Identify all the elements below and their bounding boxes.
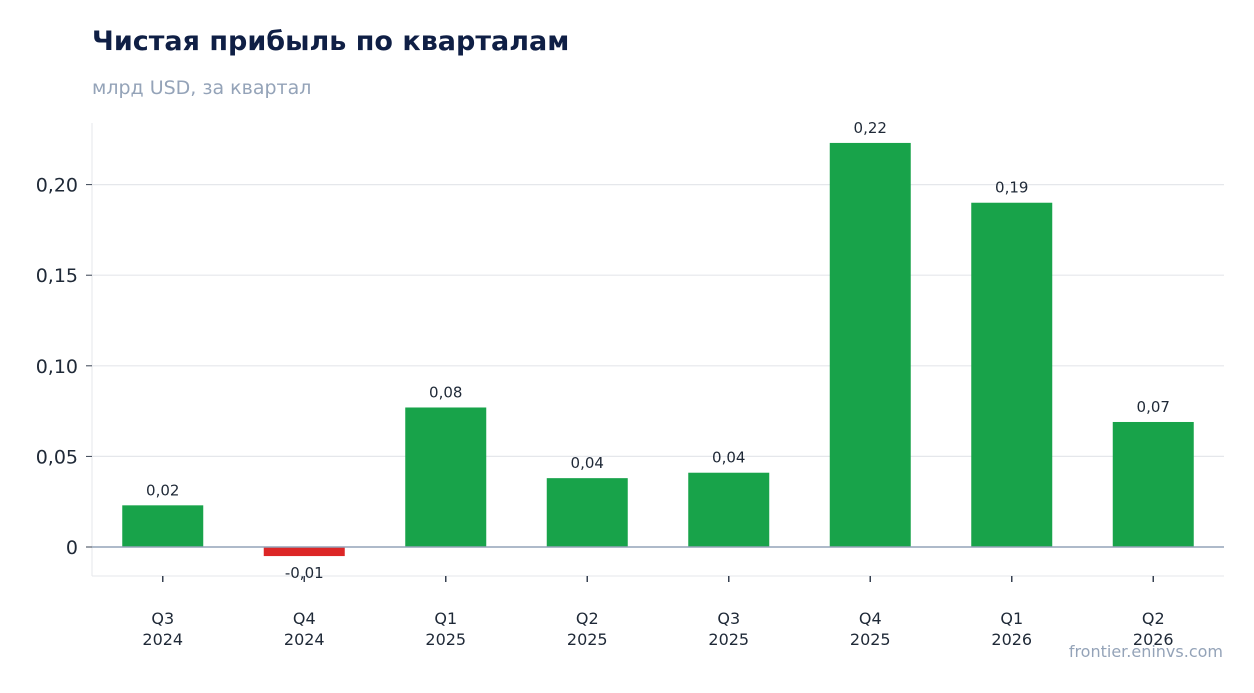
- bar: [546, 478, 628, 548]
- x-tick-label-quarter: Q2: [576, 609, 599, 628]
- bar: [688, 472, 770, 548]
- x-tick-label-year: 2026: [1133, 630, 1174, 649]
- bar: [263, 547, 345, 557]
- x-tick-label-year: 2025: [425, 630, 466, 649]
- x-tick-label-year: 2024: [142, 630, 183, 649]
- chart-subtitle: млрд USD, за квартал: [92, 77, 312, 99]
- y-tick-label: 0,10: [36, 356, 78, 378]
- y-tick-label: 0: [66, 537, 78, 559]
- x-tick-label-quarter: Q3: [151, 609, 174, 628]
- data-label: 0,02: [146, 481, 179, 499]
- x-tick-label-year: 2025: [567, 630, 608, 649]
- bar: [829, 142, 911, 548]
- x-tick-label-year: 2025: [708, 630, 749, 649]
- y-tick-label: 0,20: [36, 175, 78, 197]
- y-tick-label: 0,15: [36, 265, 78, 287]
- bar: [122, 505, 204, 548]
- x-tick-label-year: 2024: [284, 630, 325, 649]
- bar: [405, 407, 487, 548]
- watermark: frontier.eninvs.com: [1068, 642, 1223, 661]
- x-tick-label-year: 2026: [991, 630, 1032, 649]
- y-tick-label: 0,05: [36, 446, 78, 468]
- x-tick-label-year: 2025: [850, 630, 891, 649]
- x-tick-label-quarter: Q1: [1000, 609, 1023, 628]
- x-tick-label-quarter: Q1: [434, 609, 457, 628]
- data-label: -0,01: [285, 564, 324, 582]
- x-tick-label-quarter: Q3: [717, 609, 740, 628]
- data-label: 0,07: [1137, 398, 1170, 416]
- x-tick-label-quarter: Q2: [1142, 609, 1165, 628]
- data-label: 0,19: [995, 179, 1028, 197]
- x-tick-label-quarter: Q4: [859, 609, 882, 628]
- data-label: 0,04: [712, 449, 745, 467]
- data-labels: 0,02 -0,01 0,08 0,04 0,04 0,22 0,19 0,07: [92, 119, 1224, 582]
- chart-title: Чистая прибыль по кварталам: [92, 26, 570, 57]
- x-tick-label-quarter: Q4: [293, 609, 316, 628]
- bar: [971, 202, 1053, 548]
- bar: [1112, 421, 1194, 548]
- bars: [122, 142, 1194, 557]
- grid-lines: [92, 184, 1224, 458]
- axes: 0 0,05 0,10 0,15 0,20 Q3 2024 Q4 2024 Q1 2025 Q2 202…: [36, 123, 1224, 649]
- data-label: 0,08: [429, 383, 462, 401]
- data-label: 0,04: [571, 454, 604, 472]
- data-label: 0,22: [854, 119, 887, 137]
